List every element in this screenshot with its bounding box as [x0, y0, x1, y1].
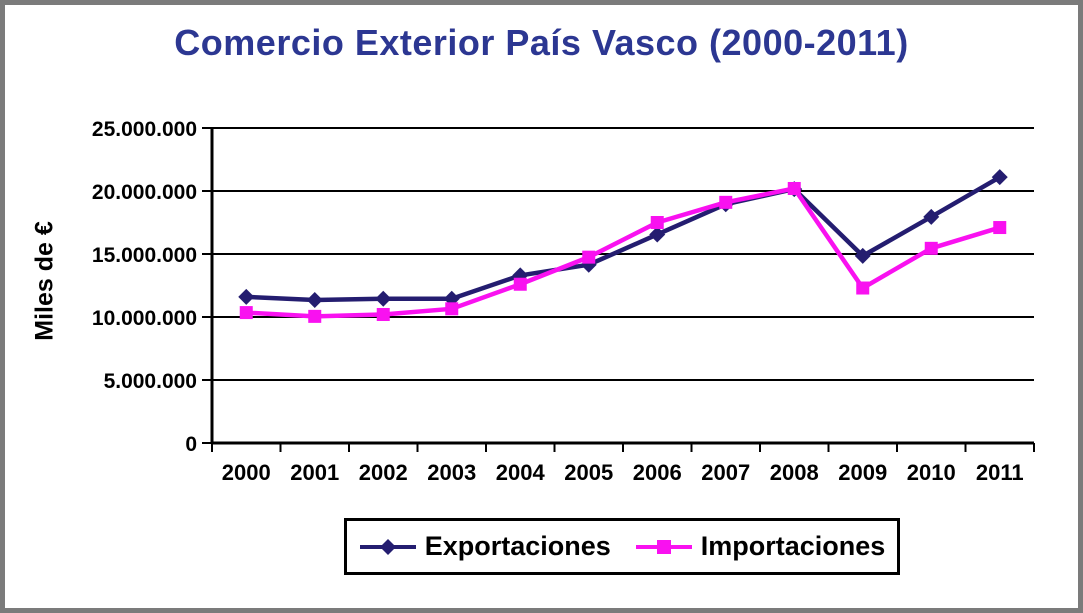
- data-point-exportaciones: [375, 290, 392, 307]
- data-point-importaciones: [856, 281, 870, 295]
- x-tick-label: 2002: [359, 460, 408, 485]
- x-tick-label: 2010: [907, 460, 956, 485]
- y-tick-label: 25.000.000: [92, 118, 197, 141]
- data-point-importaciones: [239, 306, 253, 320]
- square-marker-icon: [656, 539, 671, 554]
- data-point-importaciones: [376, 307, 390, 321]
- legend-item-exportaciones: Exportaciones: [359, 531, 611, 562]
- data-point-exportaciones: [649, 226, 666, 243]
- exportaciones-line-sample: [359, 538, 416, 555]
- x-tick-label: 2005: [564, 460, 613, 485]
- x-tick-label: 2006: [633, 460, 682, 485]
- series-line-importaciones: [246, 186, 1001, 319]
- legend-item-importaciones: Importaciones: [635, 531, 886, 562]
- importaciones-line-sample: [635, 539, 692, 554]
- legend-label-exportaciones: Exportaciones: [424, 531, 611, 561]
- data-point-importaciones: [993, 221, 1007, 235]
- x-tick-label: 2009: [838, 460, 887, 485]
- y-tick-label: 5.000.000: [104, 370, 197, 393]
- diamond-marker-icon: [379, 538, 396, 555]
- data-point-exportaciones: [923, 208, 940, 225]
- data-point-importaciones: [719, 195, 733, 209]
- y-tick-label: 10.000.000: [92, 307, 197, 330]
- data-point-importaciones: [787, 181, 801, 195]
- data-point-importaciones: [582, 250, 596, 264]
- x-tick-label: 2003: [427, 460, 476, 485]
- data-point-importaciones: [650, 216, 664, 229]
- legend-label-importaciones: Importaciones: [700, 531, 886, 561]
- y-tick-label: 15.000.000: [92, 244, 197, 267]
- legend: Exportaciones Importaciones: [344, 518, 900, 575]
- x-tick-label: 2011: [976, 460, 1024, 485]
- x-tick-label: 2007: [701, 460, 750, 485]
- data-point-exportaciones: [991, 169, 1008, 186]
- data-point-exportaciones: [238, 288, 255, 305]
- y-tick-label: 0: [185, 433, 197, 456]
- data-point-importaciones: [924, 241, 938, 255]
- data-point-importaciones: [445, 302, 459, 316]
- data-point-exportaciones: [306, 291, 323, 308]
- x-tick-label: 2000: [222, 460, 271, 485]
- series-line-exportaciones: [246, 175, 1001, 303]
- x-tick-label: 2004: [496, 460, 546, 485]
- data-point-exportaciones: [854, 247, 871, 264]
- y-tick-label: 20.000.000: [92, 181, 197, 204]
- data-point-importaciones: [513, 277, 527, 291]
- x-tick-label: 2001: [290, 460, 339, 485]
- data-point-importaciones: [308, 309, 322, 323]
- x-tick-label: 2008: [770, 460, 819, 485]
- chart-title: Comercio Exterior País Vasco (2000-2011): [174, 22, 909, 63]
